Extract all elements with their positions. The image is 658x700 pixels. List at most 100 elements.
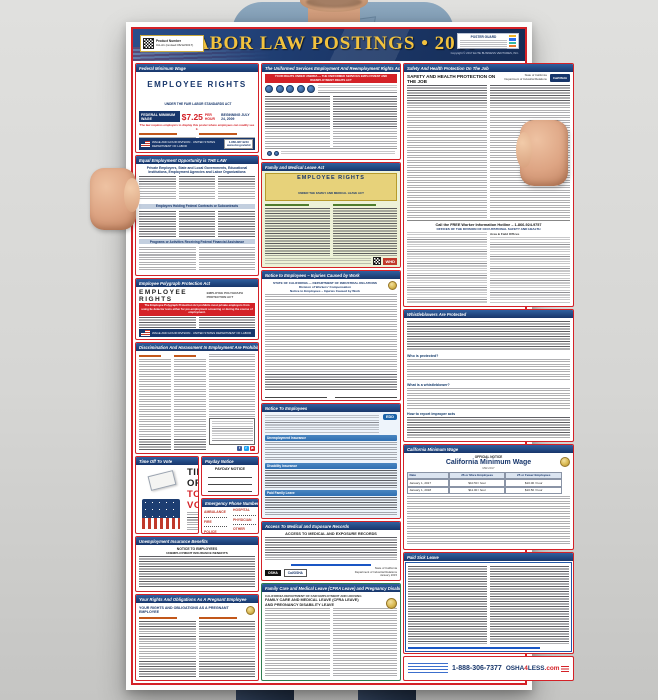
subhead-bar	[332, 203, 377, 206]
text-lines	[407, 231, 487, 303]
access-state-block: State of California Department of Indust…	[355, 566, 397, 578]
text-lines	[265, 415, 379, 434]
employee-rights-heading: EMPLOYEE RIGHTS	[297, 175, 365, 181]
service-seal-icon	[286, 85, 294, 94]
section-discrimination-harassment: Discrimination And Harassment In Employm…	[135, 342, 259, 454]
dol-phone: 1-866-487-9243	[228, 139, 249, 144]
section-body: EDD Unemployment Insurance Disability In…	[262, 412, 400, 518]
area-field-offices-label: Area & Field Offices	[490, 231, 520, 236]
text-lines	[265, 258, 372, 264]
polygraph-headline: EMPLOYEE RIGHTS EMPLOYEE POLYGRAPH PROTE…	[139, 289, 255, 303]
polygraph-subheading: EMPLOYEE POLYGRAPH PROTECTION ACT	[206, 291, 243, 299]
section-title: Paid Sick Leave	[404, 553, 573, 561]
notice-line: Notice to Employees – Injuries Caused by…	[290, 289, 360, 294]
dol-agency-bar: WAGE AND HOUR DIVISION · UNITED STATES D…	[139, 329, 255, 337]
text-lines	[332, 608, 397, 677]
flag-stripes-icon	[560, 665, 569, 672]
emergency-phone-list: AMBULANCE FIRE POLICE HOSPITAL PHYSICIAN OTHE…	[202, 507, 258, 533]
section-pregnant-employee: Your Rights And Obligations As A Pregnan…	[135, 594, 259, 681]
brand-part: OSHA	[505, 665, 525, 672]
product-number-text: Product Number CA-A1 (revised 06/12/2017…	[156, 39, 193, 47]
dol-seal-icon	[267, 150, 272, 156]
section-body: Private Employers, State and Local Gover…	[136, 164, 258, 275]
fmla-headline-band: EMPLOYEE RIGHTS UNDER THE FAMILY AND MED…	[265, 173, 397, 201]
section-title: Family Care and Medical Leave (CFRA Leav…	[262, 584, 400, 592]
text-lines	[139, 359, 171, 450]
text-lines	[332, 96, 397, 147]
section-fmla: Family and Medical Leave Act EMPLOYEE RI…	[261, 162, 401, 268]
section-body: CALIFORNIA DEPARTMENT OF FAIR EMPLOYMENT…	[262, 592, 400, 680]
section-title: Employee Polygraph Protection Act	[136, 279, 258, 287]
text-lines	[460, 40, 507, 49]
pregnant-rights-heading: YOUR RIGHTS AND OBLIGATIONS AS A PREGNAN…	[139, 606, 229, 614]
text-lines	[265, 496, 397, 515]
department-line: Department of Industrial Relations	[504, 76, 547, 81]
text-lines	[490, 236, 570, 303]
body-text-columns	[265, 202, 397, 257]
text-lines	[407, 387, 570, 409]
text-lines	[281, 151, 395, 155]
section-userra: The Uniformed Services Employment And Re…	[261, 63, 401, 160]
qr-code-icon	[373, 257, 382, 265]
section-unemployment-insurance: Unemployment Insurance Benefits NOTICE T…	[135, 536, 259, 592]
section-injuries-caused-by-work: Notice to Employees – Injuries Caused by…	[261, 270, 401, 401]
youtube-icon: ▶	[250, 446, 255, 451]
service-seal-icon	[307, 85, 315, 94]
text-lines	[139, 211, 176, 237]
safety-heading: SAFETY AND HEALTH PROTECTION ON THE JOB	[407, 74, 496, 84]
body-text-columns	[408, 565, 569, 645]
text-lines	[407, 85, 487, 218]
copyright-line: Copyright © 2017 ELITE BUSINESS VENTURES…	[450, 51, 519, 55]
revision-date: January 2015	[380, 573, 397, 578]
to-vote-text: TO VOTE	[187, 489, 198, 511]
poster-guard-label: POSTER GUARD	[470, 35, 497, 39]
section-title: Discrimination And Harassment In Employm…	[136, 343, 258, 351]
text-lines	[209, 354, 255, 417]
person-right-hand	[516, 120, 568, 186]
list-item: Date 26 or More Employees 25 or Fewer Empl…	[407, 471, 562, 480]
wage-effective-date: BEGINNING JULY 24, 2009	[221, 112, 250, 121]
text-lines	[139, 621, 196, 677]
section-title: The Uniformed Services Employment And Re…	[262, 64, 400, 72]
access-records-heading: ACCESS TO MEDICAL AND EXPOSURE RECORDS	[285, 532, 377, 536]
publisher-phone: 1-888-306-7377	[452, 665, 502, 672]
section-body: EMPLOYEE RIGHTS UNDER THE FAMILY AND MED…	[262, 171, 400, 267]
flag-stripes	[142, 518, 180, 529]
list-item: POLICE	[204, 530, 227, 533]
employee-rights-heading: EMPLOYEE RIGHTS	[147, 80, 247, 89]
poster-header: Product Number CA-A1 (revised 06/12/2017…	[133, 29, 525, 61]
link-text-bar	[291, 563, 371, 567]
section-title: Emergency Phone Numbers	[202, 499, 258, 507]
section-title: Federal Minimum Wage	[136, 64, 258, 72]
eeo-subhead-3: Programs or Activities Receiving Federal…	[139, 239, 255, 244]
order-info-text-lines	[408, 662, 448, 675]
cfra-heading: FAMILY CARE AND MEDICAL LEAVE (CFRA LEAV…	[265, 598, 381, 607]
dol-contact-box: 1-866-487-9243 www.dol.gov/whd	[224, 139, 253, 149]
person-beard	[306, 0, 362, 8]
access-logo-row: OSHA Cal/OSHA State of California Depart…	[265, 566, 397, 578]
text-lines	[198, 316, 255, 328]
division-line: Division of Workers' Compensation	[298, 285, 352, 290]
time-off-text: TIME OFF	[187, 467, 198, 489]
service-seal-icon	[275, 85, 284, 94]
state-line: State of California	[374, 566, 397, 571]
edd-subsection-di: Disability Insurance	[265, 462, 397, 469]
twitter-icon: t	[243, 446, 249, 451]
qr-code-icon	[143, 38, 154, 49]
dfeh-contact-box	[209, 417, 255, 445]
minimum-wage-table: Date 26 or More Employees 25 or Fewer Empl…	[407, 471, 562, 495]
section-title: Your Rights And Obligations As A Pregnan…	[136, 595, 258, 603]
list-item: PHYSICIAN	[233, 518, 256, 526]
payday-emergency-stack: Payday Notice PAYDAY NOTICE Emergency Ph…	[201, 456, 259, 534]
section-body: TIME OFF TO VOTE	[136, 465, 198, 533]
injuries-heading-block: STATE OF CALIFORNIA — DEPARTMENT OF INDU…	[265, 281, 385, 293]
section-body: Who is protected? What is a whistleblowe…	[404, 318, 573, 441]
text-lines	[407, 321, 570, 351]
section-california-minimum-wage: California Minimum Wage OFFICIAL NOTICE …	[403, 444, 574, 550]
vote-text: TIME OFF TO VOTE	[187, 467, 198, 531]
section-paid-sick-leave: Paid Sick Leave	[403, 552, 574, 654]
section-body: EMPLOYEE RIGHTS UNDER THE FAIR LABOR STA…	[136, 72, 258, 152]
section-body: OFFICIAL NOTICE California Minimum Wage …	[404, 453, 573, 549]
dol-website: www.dol.gov/whd	[226, 143, 251, 148]
subhead-bar	[174, 354, 196, 357]
